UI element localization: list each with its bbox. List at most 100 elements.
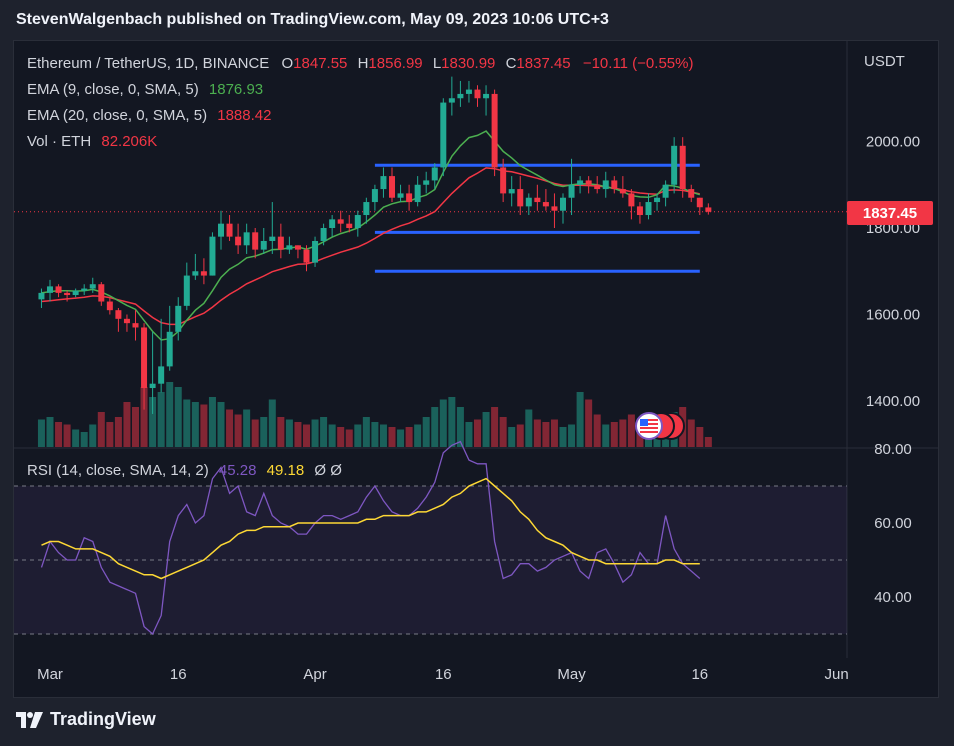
volume-bar — [234, 414, 242, 447]
volume-bar — [328, 424, 336, 447]
volume-bar — [183, 399, 191, 447]
rsi-sma-line — [41, 477, 700, 580]
candle-body — [98, 284, 105, 302]
legend-ema20-label: EMA (20, close, 0, SMA, 5) — [27, 107, 208, 124]
candle-body — [491, 93, 498, 168]
volume-bar — [568, 424, 576, 447]
legend-rsi-extra: Ø Ø — [314, 462, 342, 479]
candle-body — [671, 145, 678, 185]
volume-bar — [405, 427, 413, 447]
time-tick-label: May — [557, 666, 586, 683]
legend-volume-label: Vol · ETH — [27, 133, 92, 150]
volume-bar — [687, 419, 695, 447]
candle-body — [89, 284, 96, 289]
candle-body — [534, 197, 541, 203]
legend-rsi-label: RSI (14, close, SMA, 14, 2) — [27, 462, 209, 479]
volume-bar — [627, 414, 635, 447]
volume-bar — [174, 387, 182, 447]
candle-body — [611, 180, 618, 190]
legend-volume-value: 82.206K — [101, 133, 158, 150]
ema20-line — [41, 167, 700, 326]
volume-bar — [516, 424, 524, 447]
brand-name: TradingView — [50, 709, 156, 729]
legend-low: 1830.99 — [441, 55, 496, 72]
candle-body — [585, 180, 592, 185]
volume-bar — [474, 419, 481, 447]
candle-body — [312, 240, 319, 263]
candle-body — [500, 167, 507, 194]
candle-body — [525, 197, 532, 207]
candle-body — [192, 271, 199, 276]
volume-bar — [482, 412, 490, 447]
volume-bar — [157, 392, 165, 447]
candle-body — [183, 275, 190, 306]
time-tick-label: Jun — [825, 666, 849, 683]
legend-symbol[interactable]: Ethereum / TetherUS, 1D, BINANCE — [27, 55, 270, 72]
time-tick-label: 16 — [435, 666, 452, 683]
volume-bar — [268, 399, 276, 447]
candle-body — [218, 223, 224, 237]
candle-body — [705, 207, 712, 212]
volume-bar — [559, 427, 567, 447]
candle-body — [662, 184, 669, 198]
candle-body — [431, 167, 438, 181]
us-flag-icon[interactable] — [627, 411, 687, 441]
candle-body — [636, 206, 643, 216]
volume-bar — [576, 392, 584, 447]
volume-bar — [379, 424, 387, 447]
volume-bar — [140, 387, 148, 447]
candle-body — [269, 236, 276, 241]
candle-body — [252, 232, 259, 250]
candle-body — [64, 292, 71, 296]
candle-body — [303, 249, 310, 263]
legend-open-label: O — [281, 55, 294, 72]
volume-bar — [465, 422, 473, 447]
legend-ema20[interactable]: EMA (20, close, 0, SMA, 5) 1888.42 — [27, 107, 271, 124]
tradingview-logo[interactable]: TradingView — [16, 709, 156, 730]
candle-body — [551, 206, 558, 211]
candle-body — [55, 286, 62, 293]
legend-rsi-value: 45.28 — [218, 462, 257, 479]
currency-label: USDT — [864, 53, 905, 70]
candle-body — [47, 286, 53, 293]
candle-body — [688, 189, 695, 198]
candle-body — [320, 228, 327, 241]
last-price-tag: 1837.45 — [847, 201, 933, 225]
volume-bar — [704, 437, 712, 447]
volume-bar — [508, 427, 516, 447]
rsi-tick-label: 40.00 — [874, 589, 912, 606]
volume-bar — [499, 417, 507, 447]
legend-change: −10.11 (−0.55%) — [582, 55, 694, 72]
volume-bar — [311, 419, 319, 447]
rsi-tick-label: 60.00 — [874, 515, 912, 532]
legend-rsi[interactable]: RSI (14, close, SMA, 14, 2) 45.28 49.18 … — [27, 462, 342, 479]
candle-body — [235, 236, 242, 246]
volume-bar — [602, 424, 610, 447]
legend-high-label: H — [357, 55, 369, 72]
volume-bar — [226, 409, 234, 447]
volume-bar — [354, 424, 362, 447]
time-tick-label: Apr — [303, 666, 326, 683]
candle-body — [243, 232, 250, 246]
candle-body — [380, 176, 387, 190]
volume-bar — [200, 404, 208, 447]
candle-body — [277, 236, 284, 250]
price-tick-label: 1400.00 — [866, 393, 920, 410]
legend-volume[interactable]: Vol · ETH 82.206K — [27, 133, 157, 150]
candle-body — [645, 202, 652, 216]
candle-body — [38, 292, 45, 300]
candle-body — [508, 189, 515, 194]
candle-body — [414, 184, 421, 203]
price-tick-label: 1600.00 — [866, 307, 920, 324]
legend-close: 1837.45 — [516, 55, 571, 72]
publisher-caption: StevenWalgenbach published on TradingVie… — [16, 11, 609, 28]
volume-bar — [456, 407, 464, 447]
candle-body — [346, 223, 353, 228]
volume-bar — [208, 397, 216, 447]
volume-bar — [191, 402, 199, 447]
volume-bar — [345, 429, 353, 447]
legend-ema9[interactable]: EMA (9, close, 0, SMA, 5) 1876.93 — [27, 81, 263, 98]
volume-bar — [337, 427, 345, 447]
candle-body — [329, 219, 336, 228]
